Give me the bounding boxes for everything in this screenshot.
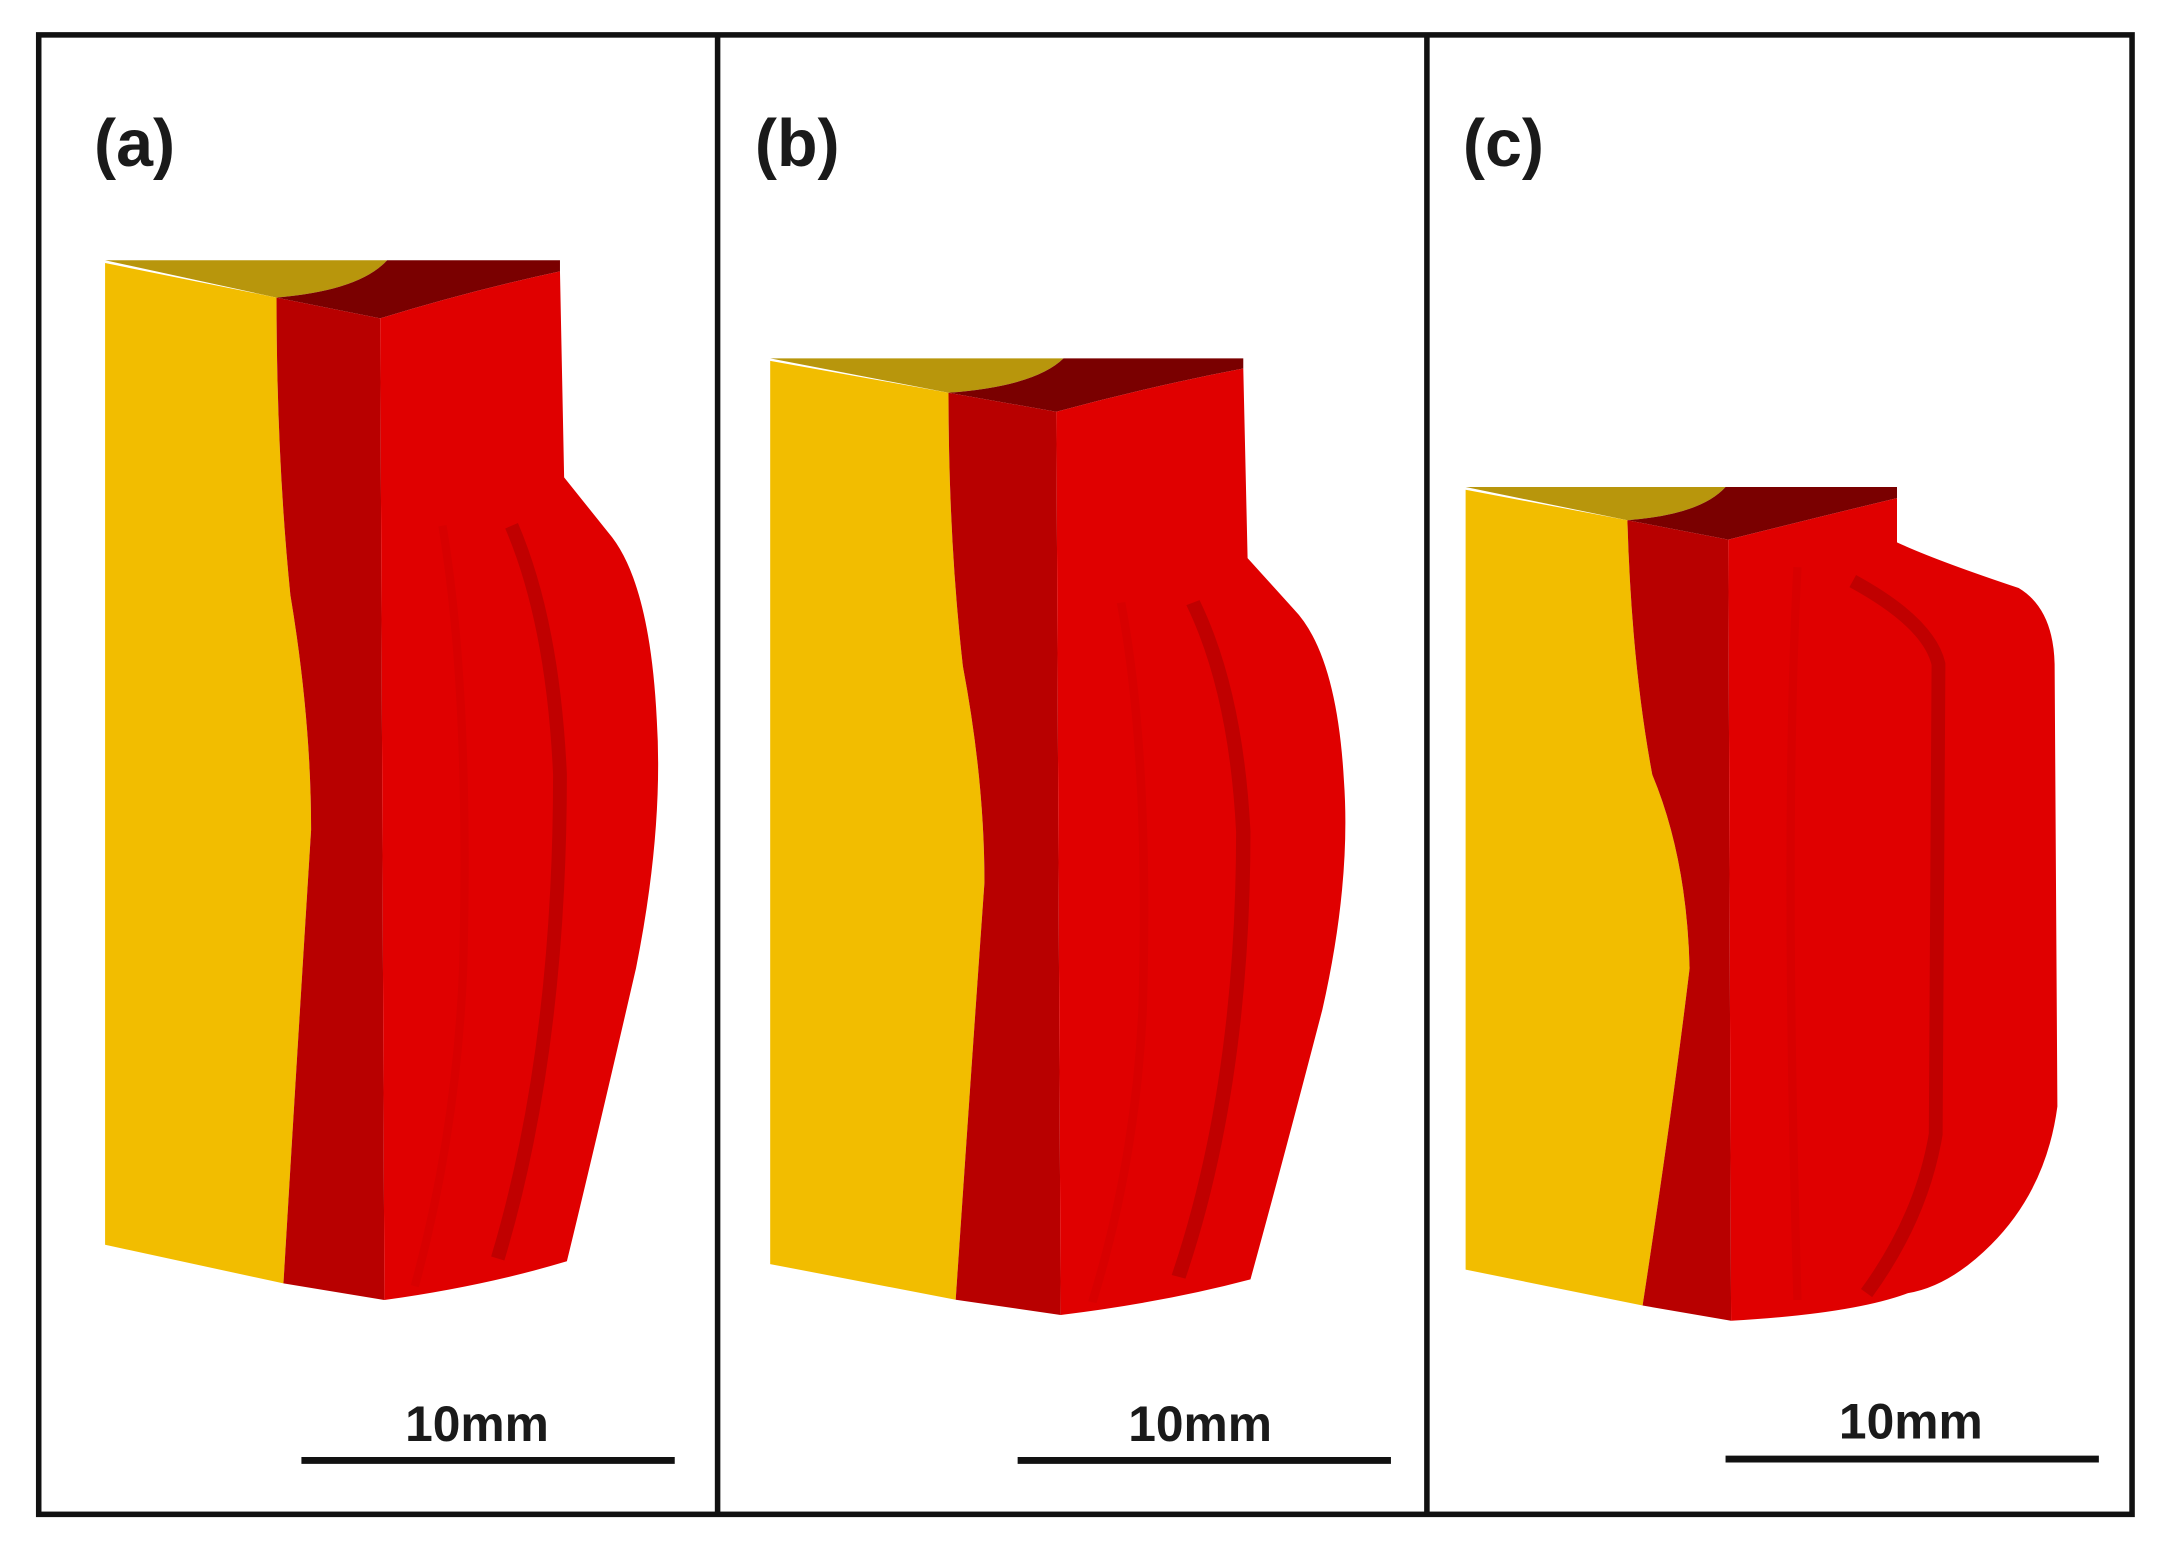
panel-a: (a) 10mm xyxy=(94,107,675,1464)
panel-b: (b) 10mm xyxy=(755,107,1391,1464)
tube-model xyxy=(105,260,658,1300)
frame xyxy=(35,32,2135,1518)
tube-model xyxy=(770,358,1345,1315)
panel-label: (a) xyxy=(94,107,175,181)
panel-c: (c) 10mm xyxy=(1463,107,2099,1463)
panel-label: (c) xyxy=(1463,107,1544,181)
scale-bar-label: 10mm xyxy=(1128,1396,1272,1452)
panel-label: (b) xyxy=(755,107,840,181)
scale-bar-label: 10mm xyxy=(1839,1393,1983,1449)
scale-bar-label: 10mm xyxy=(405,1396,549,1452)
